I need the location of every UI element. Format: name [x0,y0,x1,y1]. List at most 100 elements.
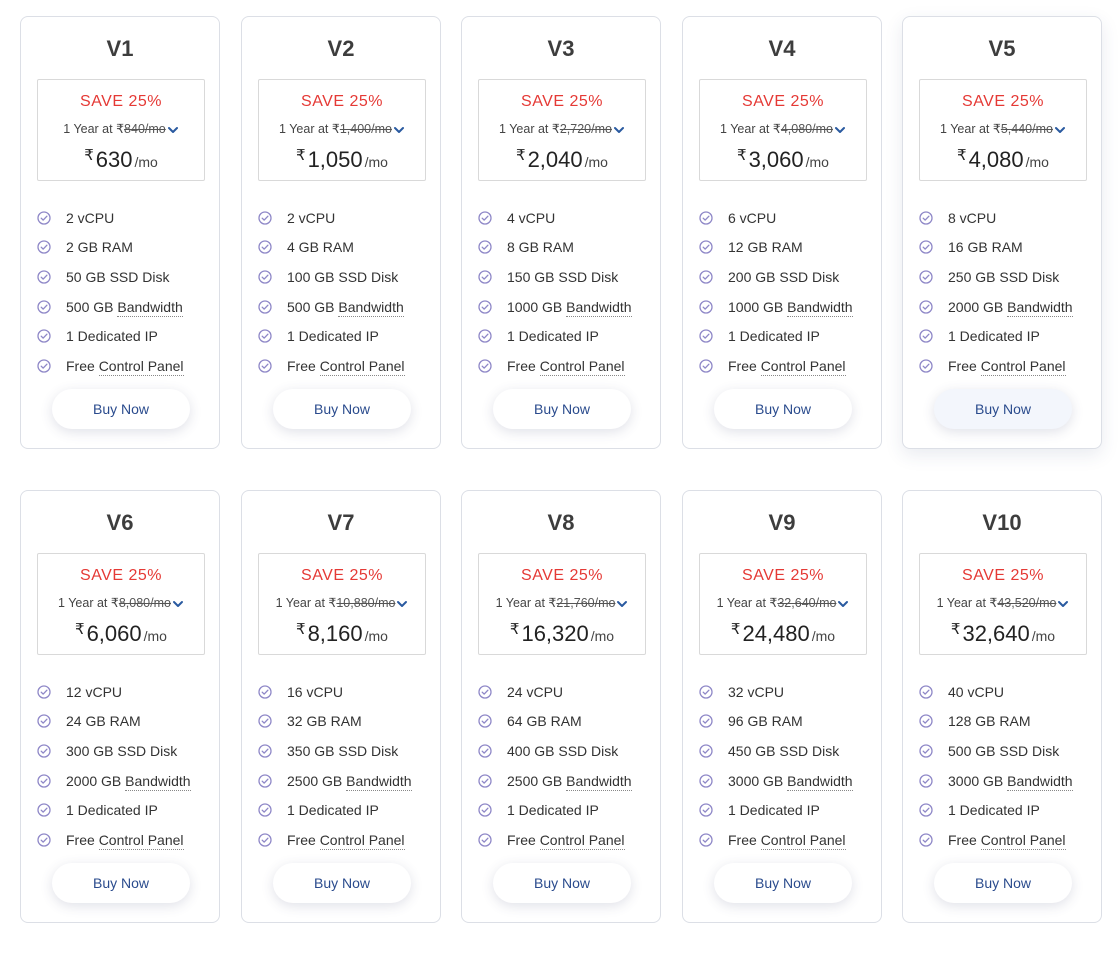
feature-tooltip-link[interactable]: Bandwidth [346,772,412,791]
check-circle-icon [37,803,51,817]
check-circle-icon [37,270,51,284]
billing-period-select[interactable]: 1 Year at ₹8,080/mo [38,595,204,610]
feature-tooltip-link[interactable]: Control Panel [980,357,1066,376]
feature-text: Free Control Panel [287,831,405,850]
check-circle-icon [699,211,713,225]
buy-now-button[interactable]: Buy Now [934,389,1072,429]
chevron-down-icon[interactable] [834,125,846,135]
feature-list: 32 vCPU 96 GB RAM [699,677,879,855]
feature-list: 2 vCPU 4 GB RAM [258,203,438,381]
price-amount: 3,060 [748,147,804,172]
billing-period-select[interactable]: 1 Year at ₹1,400/mo [259,121,425,136]
chevron-down-icon[interactable] [1054,125,1066,135]
feature-tooltip-link[interactable]: Control Panel [98,831,184,850]
chevron-down-icon[interactable] [167,125,179,135]
buy-now-button[interactable]: Buy Now [52,863,190,903]
chevron-down-icon[interactable] [172,599,184,609]
check-circle-icon [258,773,272,788]
billing-period-select[interactable]: 1 Year at ₹10,880/mo [259,595,425,610]
currency-symbol: ₹ [296,621,306,638]
feature-item: Free Control Panel [919,825,1099,855]
buy-now-button[interactable]: Buy Now [714,863,852,903]
feature-tooltip-link[interactable]: Control Panel [539,357,625,376]
feature-item: Free Control Panel [258,351,438,381]
buy-now-button[interactable]: Buy Now [934,863,1072,903]
feature-tooltip-link[interactable]: Bandwidth [787,298,853,317]
feature-item: 1000 GB Bandwidth [699,292,879,322]
feature-tooltip-link[interactable]: Control Panel [760,831,846,850]
billing-period-select[interactable]: 1 Year at ₹32,640/mo [700,595,866,610]
check-circle-icon [258,211,272,225]
currency-symbol: ₹ [957,147,967,164]
buy-now-button[interactable]: Buy Now [493,389,631,429]
feature-item: Free Control Panel [919,351,1099,381]
feature-item: 300 GB SSD Disk [37,736,217,766]
feature-list: 40 vCPU 128 GB RAM [919,677,1099,855]
feature-item: 1 Dedicated IP [478,795,658,825]
billing-period-select[interactable]: 1 Year at ₹43,520/mo [920,595,1086,610]
buy-now-button[interactable]: Buy Now [714,389,852,429]
feature-tooltip-link[interactable]: Bandwidth [566,298,632,317]
chevron-down-icon[interactable] [1057,599,1069,609]
original-price: 8,080/mo [118,596,171,610]
currency-symbol: ₹ [116,122,125,136]
feature-tooltip-link[interactable]: Control Panel [539,831,625,850]
billing-period-select[interactable]: 1 Year at ₹21,760/mo [479,595,645,610]
chevron-down-icon[interactable] [393,125,405,135]
feature-text: Free Control Panel [948,831,1066,850]
chevron-down-icon[interactable] [396,599,408,609]
feature-tooltip-link[interactable]: Control Panel [98,357,184,376]
feature-tooltip-link[interactable]: Control Panel [760,357,846,376]
buy-now-button[interactable]: Buy Now [273,863,411,903]
price-period: /mo [1031,628,1056,644]
check-circle-icon [919,744,933,758]
price-box: SAVE 25% 1 Year at ₹10,880/mo ₹8,160/mo [258,553,426,655]
feature-item: 2 vCPU [258,203,438,233]
buy-now-button[interactable]: Buy Now [273,389,411,429]
plan-card: V4 SAVE 25% 1 Year at ₹4,080/mo ₹3,060/m… [682,16,882,449]
feature-tooltip-link[interactable]: Bandwidth [566,772,632,791]
buy-now-button[interactable]: Buy Now [493,863,631,903]
feature-item: 350 GB SSD Disk [258,736,438,766]
buy-now-button[interactable]: Buy Now [52,389,190,429]
feature-item: 200 GB SSD Disk [699,262,879,292]
feature-tooltip-link[interactable]: Bandwidth [1007,772,1073,791]
billing-period-select[interactable]: 1 Year at ₹2,720/mo [479,121,645,136]
feature-tooltip-link[interactable]: Control Panel [319,831,405,850]
feature-tooltip-link[interactable]: Bandwidth [125,772,191,791]
feature-tooltip-link[interactable]: Bandwidth [787,772,853,791]
chevron-down-icon[interactable] [837,599,849,609]
feature-tooltip-link[interactable]: Bandwidth [117,298,183,317]
feature-tooltip-link[interactable]: Control Panel [980,831,1066,850]
feature-item: Free Control Panel [258,825,438,855]
feature-tooltip-link[interactable]: Bandwidth [1007,298,1073,317]
billing-period-select[interactable]: 1 Year at ₹840/mo [38,121,204,136]
feature-text: 200 GB SSD Disk [728,268,840,285]
feature-list: 8 vCPU 16 GB RAM [919,203,1099,381]
feature-text: Free Control Panel [728,831,846,850]
feature-tooltip-link[interactable]: Bandwidth [338,298,404,317]
feature-text: 3000 GB Bandwidth [948,772,1073,791]
plan-name: V4 [768,36,796,61]
original-price: 32,640/mo [777,596,837,610]
billing-period-select[interactable]: 1 Year at ₹4,080/mo [700,121,866,136]
check-circle-icon [478,773,492,788]
check-circle-icon [699,270,713,284]
monthly-price: ₹630/mo [38,146,204,173]
feature-item: 500 GB Bandwidth [258,292,438,322]
plan-name: V7 [327,510,355,535]
plan-name: V8 [547,510,575,535]
feature-item: 1 Dedicated IP [919,795,1099,825]
feature-item: 1 Dedicated IP [699,321,879,351]
currency-symbol: ₹ [84,147,94,164]
feature-text: 2500 GB Bandwidth [507,772,632,791]
price-box: SAVE 25% 1 Year at ₹21,760/mo ₹16,320/mo [478,553,646,655]
feature-tooltip-link[interactable]: Control Panel [319,357,405,376]
billing-period-select[interactable]: 1 Year at ₹5,440/mo [920,121,1086,136]
chevron-down-icon[interactable] [613,125,625,135]
feature-text: 1000 GB Bandwidth [728,298,853,317]
price-box: SAVE 25% 1 Year at ₹840/mo ₹630/mo [37,79,205,181]
chevron-down-icon[interactable] [616,599,628,609]
check-circle-icon [258,359,272,373]
check-circle-icon [37,240,51,255]
